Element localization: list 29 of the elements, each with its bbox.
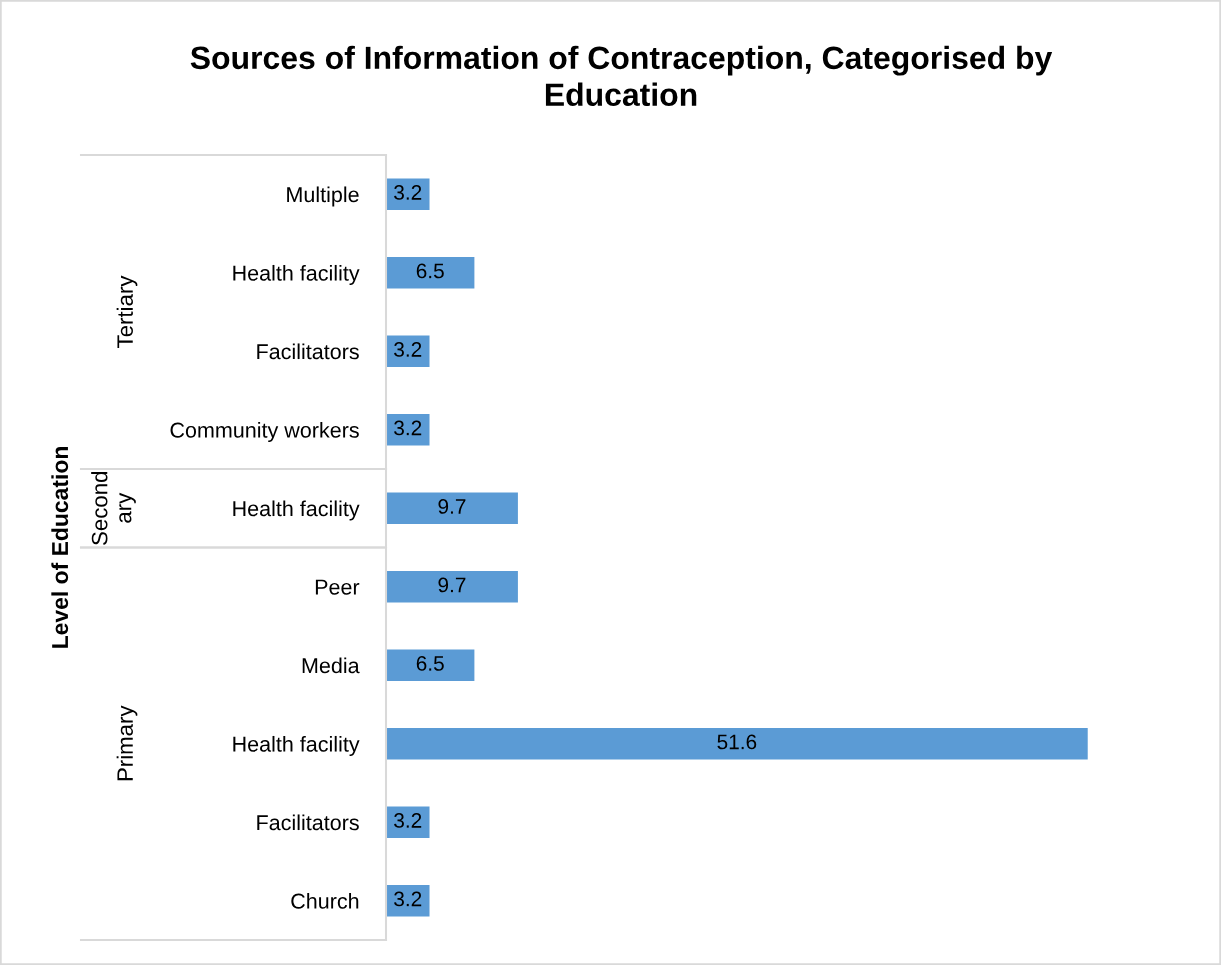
y-tick-label: Facilitators	[257, 814, 359, 831]
y-tick-label: Health facility	[233, 264, 360, 286]
data-label: 3.2	[394, 813, 422, 828]
data-label: 3.2	[394, 420, 422, 436]
y-tick-label: Multiple	[287, 186, 359, 207]
bar	[386, 649, 475, 681]
data-label: 6.5	[416, 656, 444, 671]
data-label: 9.7	[438, 577, 466, 593]
text: Level of Education	[51, 447, 69, 648]
y-axis-title: Tertiary	[116, 275, 138, 348]
data-label: 3.2	[394, 342, 422, 357]
y-tick-label: Community workers	[170, 421, 359, 443]
y-tick-label: Church	[291, 892, 359, 909]
y-tick-label: Health facility	[233, 735, 360, 757]
bar	[386, 728, 1088, 760]
bar	[386, 885, 430, 917]
y-tick-label: Media	[302, 657, 360, 674]
y-tick-label: Peer	[315, 579, 360, 595]
y-tick-label: Health facility	[233, 500, 360, 521]
y-axis-title: Second ary	[91, 472, 136, 545]
data-label: 3.2	[394, 891, 422, 907]
bar	[386, 571, 518, 603]
y-axis-title: Primary	[116, 705, 138, 781]
data-label: 3.2	[394, 185, 422, 200]
text: Sources of Information of Contraception, Categorised by Education	[190, 45, 1053, 107]
data-label: 6.5	[416, 263, 444, 279]
y-tick-label: Facilitators	[257, 343, 359, 360]
data-label: 9.7	[438, 499, 466, 514]
data-label: 51.6	[717, 734, 757, 750]
